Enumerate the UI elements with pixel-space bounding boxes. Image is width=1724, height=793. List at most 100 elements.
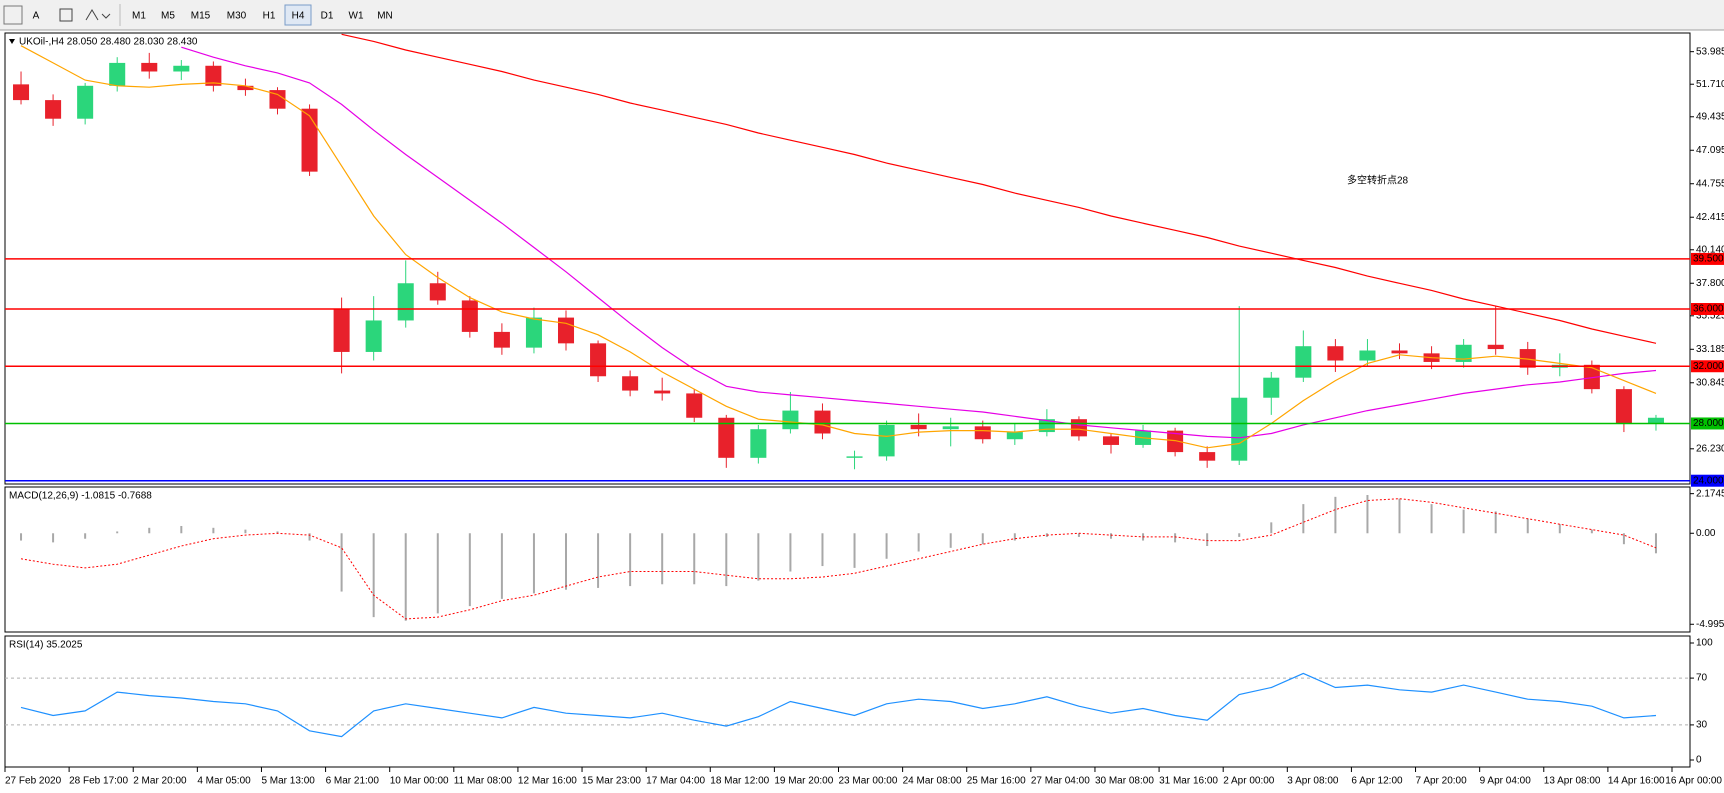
objects-tool[interactable] xyxy=(85,9,111,21)
y-tick-label: 33.185 xyxy=(1696,344,1724,355)
timeframe-label[interactable]: H1 xyxy=(263,11,276,22)
y-tick-label: 35.525 xyxy=(1696,310,1724,321)
panel-title: RSI(14) 35.2025 xyxy=(9,640,83,651)
y-tick-label: 51.710 xyxy=(1696,79,1724,90)
x-tick-label: 4 Mar 05:00 xyxy=(197,776,251,787)
timeframe-button[interactable] xyxy=(343,5,369,25)
candle-body xyxy=(1327,346,1344,361)
candle-body xyxy=(1583,364,1600,390)
x-tick-label: 6 Apr 12:00 xyxy=(1351,776,1403,787)
tool-label[interactable]: A xyxy=(33,11,40,22)
x-tick-label: 17 Mar 04:00 xyxy=(646,776,705,787)
x-tick-label: 30 Mar 08:00 xyxy=(1095,776,1154,787)
level-label: 24.000 xyxy=(1693,475,1724,486)
timeframe-label[interactable]: M5 xyxy=(161,11,175,22)
candle-body xyxy=(173,65,190,72)
x-tick-label: 18 Mar 12:00 xyxy=(710,776,769,787)
candle-body xyxy=(1199,452,1216,461)
x-tick-label: 3 Apr 08:00 xyxy=(1287,776,1339,787)
candle-body xyxy=(846,456,863,458)
moving-average xyxy=(20,45,1657,449)
candle-body xyxy=(1391,350,1408,354)
level-label-bg xyxy=(1691,417,1724,430)
y-tick-label: 70 xyxy=(1696,673,1708,684)
x-tick-label: 27 Feb 2020 xyxy=(5,776,62,787)
candle-body xyxy=(525,317,542,348)
x-tick-label: 24 Mar 08:00 xyxy=(903,776,962,787)
candle-body xyxy=(1519,349,1536,368)
candle-body xyxy=(1006,432,1023,440)
x-tick-label: 15 Mar 23:00 xyxy=(582,776,641,787)
level-label: 28.000 xyxy=(1693,418,1724,429)
candle-body xyxy=(461,300,478,332)
y-tick-label: -4.9955 xyxy=(1696,619,1724,630)
timeframe-label[interactable]: M15 xyxy=(191,11,211,22)
timeframe-label[interactable]: W1 xyxy=(349,11,364,22)
y-tick-label: 2.1745 xyxy=(1696,488,1724,499)
timeframe-button[interactable] xyxy=(184,5,217,25)
x-tick-label: 7 Apr 20:00 xyxy=(1416,776,1468,787)
level-label-bg xyxy=(1691,474,1724,487)
macd-signal xyxy=(20,498,1657,620)
x-tick-label: 28 Feb 17:00 xyxy=(69,776,128,787)
rsi-line xyxy=(20,672,1657,738)
x-tick-label: 31 Mar 16:00 xyxy=(1159,776,1218,787)
level-label-bg xyxy=(1691,360,1724,373)
menu-icon[interactable] xyxy=(3,5,23,25)
candle-body xyxy=(1231,397,1248,461)
candle-body xyxy=(1359,350,1376,361)
x-tick-label: 5 Mar 13:00 xyxy=(261,776,315,787)
y-tick-label: 37.800 xyxy=(1696,278,1724,289)
candle-body xyxy=(878,424,895,457)
timeframe-button[interactable] xyxy=(372,5,398,25)
panel-frame xyxy=(4,486,1691,633)
timeframe-label[interactable]: D1 xyxy=(321,11,334,22)
candle-body xyxy=(622,376,639,391)
level-label: 39.500 xyxy=(1693,254,1724,265)
timeframe-label[interactable]: H4 xyxy=(292,11,305,22)
candle-body xyxy=(1070,419,1087,437)
x-tick-label: 2 Mar 20:00 xyxy=(133,776,187,787)
text-tool[interactable] xyxy=(59,8,73,22)
timeframe-button[interactable] xyxy=(256,5,282,25)
x-tick-label: 23 Mar 00:00 xyxy=(839,776,898,787)
level-label: 36.000 xyxy=(1693,304,1724,315)
candle-body xyxy=(654,390,671,394)
x-tick-label: 19 Mar 20:00 xyxy=(774,776,833,787)
timeframe-label[interactable]: MN xyxy=(377,11,393,22)
timeframe-label[interactable]: M1 xyxy=(132,11,146,22)
candle-body xyxy=(590,343,607,377)
timeframe-button[interactable] xyxy=(126,5,152,25)
x-tick-label: 10 Mar 00:00 xyxy=(390,776,449,787)
candle-body xyxy=(237,85,254,91)
timeframe-button[interactable] xyxy=(155,5,181,25)
candle-body xyxy=(397,283,414,321)
annotation: 多空转折点28 xyxy=(1347,174,1409,187)
candle-body xyxy=(1487,344,1504,350)
level-label-bg xyxy=(1691,252,1724,265)
timeframe-button[interactable] xyxy=(314,5,340,25)
candle-body xyxy=(205,65,222,86)
y-tick-label: 30 xyxy=(1696,720,1708,731)
y-tick-label: 40.140 xyxy=(1696,244,1724,255)
x-tick-label: 13 Apr 08:00 xyxy=(1544,776,1601,787)
candle-body xyxy=(141,62,158,72)
candle-body xyxy=(1295,346,1312,378)
timeframe-label[interactable]: M30 xyxy=(227,11,247,22)
timeframe-button[interactable] xyxy=(220,5,253,25)
candle-body xyxy=(782,410,799,430)
x-tick-label: 11 Mar 08:00 xyxy=(454,776,513,787)
y-tick-label: 100 xyxy=(1696,638,1713,649)
candle-body xyxy=(333,309,350,352)
y-tick-label: 30.845 xyxy=(1696,377,1724,388)
candle-body xyxy=(301,108,318,172)
candle-body xyxy=(365,320,382,352)
candle-body xyxy=(1167,430,1184,453)
candle-body xyxy=(1615,389,1632,424)
level-label: 32.000 xyxy=(1693,361,1724,372)
collapse-icon xyxy=(9,39,15,44)
timeframe-button[interactable] xyxy=(284,4,312,26)
level-label-bg xyxy=(1691,303,1724,316)
